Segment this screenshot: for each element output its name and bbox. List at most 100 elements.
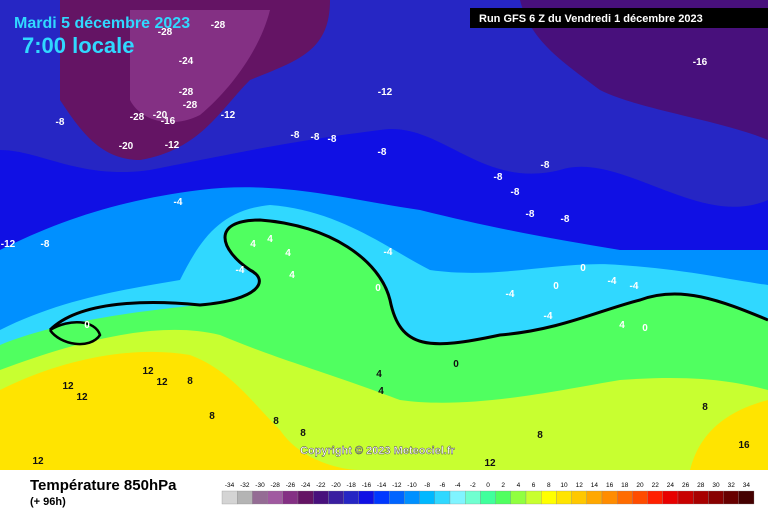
- legend-label: -14: [377, 482, 387, 489]
- legend-label: 30: [712, 482, 720, 489]
- contour-label: -4: [608, 276, 617, 287]
- contour-label: -28: [130, 112, 145, 123]
- legend-swatch: [586, 490, 603, 505]
- legend-label: 22: [652, 482, 660, 489]
- contour-label: 8: [537, 430, 543, 441]
- legend-label: 24: [667, 482, 675, 489]
- legend-label: -30: [255, 482, 265, 489]
- legend-label: -24: [301, 482, 311, 489]
- contour-label: 0: [453, 359, 459, 370]
- legend-label: 18: [621, 482, 629, 489]
- legend-label: 34: [743, 482, 751, 489]
- coldest: [130, 10, 270, 123]
- legend-swatch: [404, 490, 420, 505]
- legend-swatch: [237, 490, 253, 505]
- legend-label: -32: [240, 482, 250, 489]
- contour-label: 4: [250, 239, 256, 250]
- contour-label: -4: [630, 281, 639, 292]
- legend-swatch: [419, 490, 435, 505]
- legend-swatch: [738, 490, 755, 505]
- contour-label: -4: [384, 247, 393, 258]
- legend-swatch: [693, 490, 709, 505]
- contour-label: -28: [179, 87, 194, 98]
- legend-swatch: [297, 490, 314, 505]
- legend-swatch: [495, 490, 511, 505]
- date: Mardi 5 décembre 2023: [14, 15, 190, 32]
- legend-swatch: [571, 490, 587, 505]
- contour-label: 12: [76, 392, 88, 403]
- legend-label: -22: [316, 482, 326, 489]
- legend-label: 4: [517, 482, 521, 489]
- legend-swatch: [647, 490, 663, 505]
- legend-label: 20: [636, 482, 644, 489]
- contour-label: -28: [183, 100, 198, 111]
- legend-swatch: [343, 490, 359, 505]
- legend-swatch: [480, 490, 496, 505]
- contour-label: -8: [526, 209, 535, 220]
- contour-label: -8: [378, 147, 387, 158]
- contour-label: -4: [174, 197, 183, 208]
- contour-label: -28: [158, 27, 173, 38]
- warm-east: [690, 400, 768, 470]
- contour-label: -8: [291, 130, 300, 141]
- contour-label: 8: [702, 402, 708, 413]
- contour-label: 4: [267, 234, 273, 245]
- legend-label: 16: [606, 482, 614, 489]
- legend-swatch: [662, 490, 679, 505]
- legend-swatch: [358, 490, 375, 505]
- run-box: [470, 8, 768, 28]
- contour-label: -4: [236, 265, 245, 276]
- legend-label: 26: [682, 482, 690, 489]
- legend-label: 14: [591, 482, 599, 489]
- legend-swatch: [601, 490, 618, 505]
- contour-label: 0: [580, 263, 586, 274]
- legend-label: 32: [728, 482, 736, 489]
- legend-swatch: [510, 490, 527, 505]
- contour-label: -8: [541, 160, 550, 171]
- copyright: Copyright © 2023 Meteociel.fr: [300, 445, 456, 457]
- zero-contour: [48, 218, 768, 346]
- legend-label: -34: [225, 482, 235, 489]
- legend-label: -6: [440, 482, 446, 489]
- legend-label: -10: [407, 482, 417, 489]
- legend-label: -20: [331, 482, 341, 489]
- contour-label: -8: [311, 132, 320, 143]
- contour-label: -12: [1, 239, 16, 250]
- legend-swatch: [221, 490, 238, 505]
- contour-label: 8: [209, 411, 215, 422]
- zero-contour-loop: [48, 320, 102, 346]
- warmer-band: [0, 351, 360, 470]
- contour-label: 12: [62, 381, 74, 392]
- contour-label: 8: [300, 428, 306, 439]
- legend-label: 12: [576, 482, 584, 489]
- legend-label: -12: [392, 482, 402, 489]
- contour-label: -4: [506, 289, 515, 300]
- contour-label: 8: [273, 416, 279, 427]
- legend-swatch: [723, 490, 739, 505]
- contour-label: 0: [84, 320, 90, 331]
- legend-swatch: [556, 490, 572, 505]
- legend-swatch: [708, 490, 724, 505]
- legend-swatch: [282, 490, 299, 505]
- contour-label: 16: [738, 440, 750, 451]
- contour-label: 4: [285, 248, 291, 259]
- legend-label: -16: [362, 482, 372, 489]
- contour-label: 0: [375, 283, 381, 294]
- legend-label: 8: [547, 482, 551, 489]
- legend-label: 2: [501, 482, 505, 489]
- contour-label: 4: [378, 386, 384, 397]
- contour-label: -8: [41, 239, 50, 250]
- cold-east: [520, 0, 768, 140]
- contour-label: -16: [161, 116, 176, 127]
- contour-label: 12: [484, 458, 496, 469]
- contour-label: 4: [376, 369, 382, 380]
- contour-label: -8: [56, 117, 65, 128]
- legend-label: -26: [286, 482, 296, 489]
- contour-label: -4: [544, 311, 553, 322]
- contour-label: -12: [221, 110, 236, 121]
- contour-label: 8: [187, 376, 193, 387]
- contour-label: 12: [156, 377, 168, 388]
- contour-label: 12: [142, 366, 154, 377]
- legend-label: 28: [697, 482, 705, 489]
